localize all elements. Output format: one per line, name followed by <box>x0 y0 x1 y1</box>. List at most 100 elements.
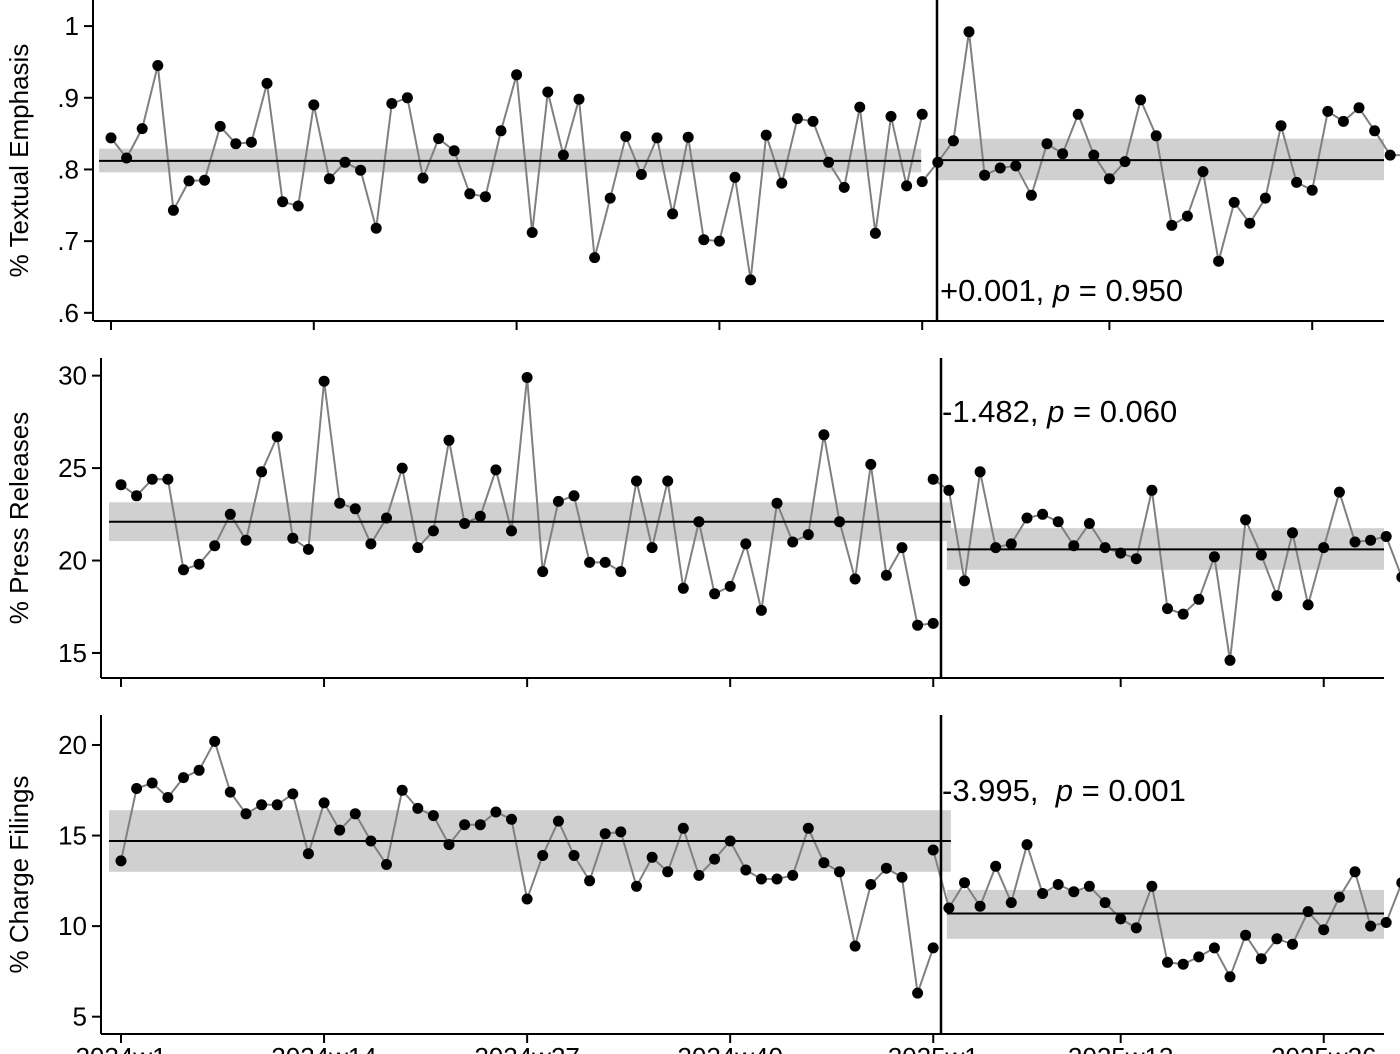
data-point <box>1005 897 1017 909</box>
data-point <box>1384 149 1396 161</box>
data-point <box>677 822 689 834</box>
data-point <box>459 819 471 831</box>
data-point <box>584 556 596 568</box>
data-point <box>651 132 663 144</box>
data-point <box>474 510 486 522</box>
data-point <box>662 475 674 487</box>
data-point <box>693 869 705 881</box>
annotation-p-value: = 0.060 <box>1064 394 1177 429</box>
data-point <box>1337 115 1349 127</box>
data-point <box>1088 149 1100 161</box>
data-point <box>537 566 549 578</box>
series-line-1 <box>110 65 924 281</box>
data-point <box>427 525 439 537</box>
data-point <box>916 176 928 188</box>
data-point <box>1083 880 1095 892</box>
data-point <box>490 806 502 818</box>
data-point <box>1197 166 1209 178</box>
annotation-p-symbol: p <box>1046 394 1064 429</box>
x-tick-label: 2025w26 <box>1271 1042 1377 1054</box>
data-point <box>370 222 382 234</box>
data-point <box>412 802 424 814</box>
data-point <box>256 799 268 811</box>
data-point <box>646 851 658 863</box>
data-point <box>1369 125 1381 137</box>
panel-2: 30 25 20 15 % Press Releases -1.482, p = 0.06… <box>4 358 1400 687</box>
data-point <box>1259 192 1271 204</box>
data-point <box>386 98 398 109</box>
data-point <box>1162 956 1173 968</box>
data-point <box>1150 130 1162 142</box>
data-point <box>599 828 611 840</box>
data-point <box>584 875 596 887</box>
data-point <box>740 864 752 876</box>
data-point <box>474 819 486 831</box>
data-point <box>433 133 445 145</box>
data-point <box>807 115 819 127</box>
data-point <box>729 171 741 183</box>
data-point <box>1115 913 1127 925</box>
data-point <box>916 108 928 120</box>
data-point <box>869 227 881 239</box>
data-point <box>1099 897 1111 909</box>
data-point <box>604 192 616 204</box>
data-point <box>865 458 877 470</box>
data-point <box>802 822 814 834</box>
data-point <box>896 871 908 883</box>
data-point <box>1306 184 1318 196</box>
data-point <box>1010 160 1022 172</box>
data-point <box>1119 156 1131 168</box>
x-tick-label: 2024w40 <box>677 1042 783 1054</box>
data-point <box>1162 603 1173 615</box>
data-point <box>334 497 346 509</box>
data-point <box>146 777 158 789</box>
data-point <box>1396 572 1400 583</box>
data-point <box>511 69 523 81</box>
data-point <box>1208 551 1220 563</box>
y-tick-label: .7 <box>57 226 79 256</box>
data-point <box>698 234 710 246</box>
data-point <box>662 866 674 878</box>
data-point <box>1322 105 1334 117</box>
data-point <box>818 857 830 869</box>
data-point <box>1037 888 1049 899</box>
y-axis-label: % Charge Filings <box>4 776 34 974</box>
data-point <box>178 772 189 784</box>
data-point <box>709 588 721 600</box>
data-point <box>1025 189 1037 201</box>
data-point <box>552 495 564 507</box>
data-point <box>224 508 236 520</box>
effect-annotation: -3.995, p = 0.001 <box>942 773 1186 808</box>
data-point <box>1349 536 1361 548</box>
data-point <box>677 582 689 594</box>
data-point <box>178 564 189 576</box>
data-point <box>292 200 304 212</box>
data-point <box>1240 929 1252 941</box>
data-point <box>1333 891 1345 903</box>
data-point <box>412 542 424 554</box>
data-point <box>802 529 814 541</box>
data-point <box>599 556 611 568</box>
data-point <box>557 149 569 161</box>
data-point <box>771 873 783 885</box>
data-point <box>927 942 939 954</box>
data-point <box>1380 531 1392 542</box>
data-point <box>823 156 835 168</box>
data-point <box>146 473 158 485</box>
data-point <box>974 900 986 912</box>
data-point <box>115 855 127 867</box>
y-tick-label: 30 <box>58 361 87 391</box>
data-point <box>1302 906 1314 918</box>
data-point <box>740 538 752 550</box>
data-point <box>490 464 502 476</box>
data-point <box>1052 516 1064 528</box>
data-point <box>1166 219 1178 231</box>
data-point <box>459 518 471 529</box>
data-point <box>323 173 335 185</box>
data-point <box>901 180 913 192</box>
x-tick-label: 2025w1 <box>888 1042 979 1054</box>
data-point <box>755 604 767 616</box>
data-point <box>1287 938 1298 950</box>
data-point <box>791 113 803 125</box>
